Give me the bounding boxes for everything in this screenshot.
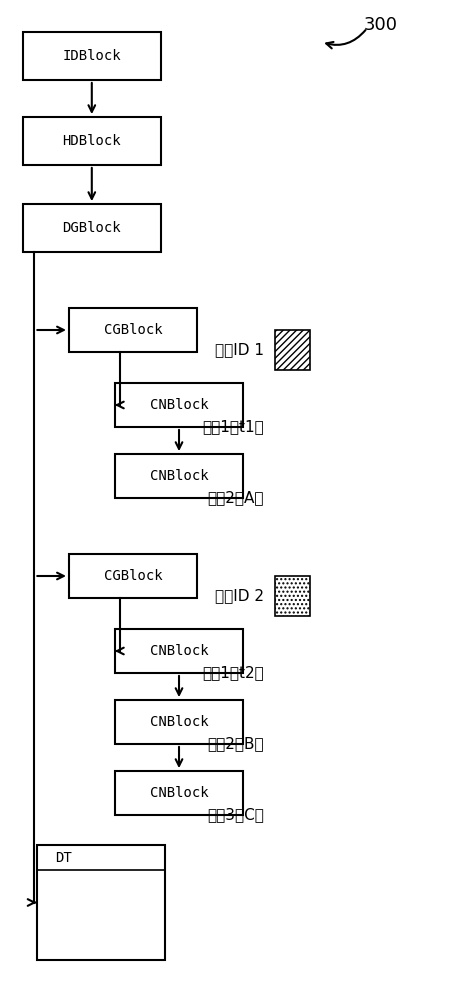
Bar (69, 554, 197, 598)
Text: 300: 300 (364, 16, 398, 34)
Text: DGBlock: DGBlock (62, 221, 121, 235)
Bar (115, 700, 243, 744)
Bar (23, 32, 161, 80)
Bar (37, 845, 165, 870)
Text: 通道2（A）: 通道2（A） (207, 490, 264, 506)
Text: DT: DT (55, 850, 72, 864)
Text: CNBlock: CNBlock (150, 715, 208, 729)
Text: CGBlock: CGBlock (104, 323, 162, 337)
Bar (115, 383, 243, 427)
Bar (115, 629, 243, 673)
Text: HDBlock: HDBlock (62, 134, 121, 148)
Bar (275, 330, 310, 370)
Text: 通道3（C）: 通道3（C） (207, 808, 264, 822)
Bar (23, 204, 161, 252)
Bar (23, 117, 161, 165)
Text: CNBlock: CNBlock (150, 469, 208, 483)
Text: IDBlock: IDBlock (62, 49, 121, 63)
Bar (37, 920, 165, 960)
Text: 通道2（B）: 通道2（B） (207, 736, 264, 752)
Bar (69, 308, 197, 352)
Text: CNBlock: CNBlock (150, 786, 208, 800)
Bar (275, 576, 310, 616)
Text: 记录ID 1: 记录ID 1 (215, 342, 264, 358)
Text: CGBlock: CGBlock (104, 569, 162, 583)
Text: 通道1（t2）: 通道1（t2） (202, 666, 264, 680)
Text: CNBlock: CNBlock (150, 644, 208, 658)
Bar (37, 845, 165, 960)
Text: 通道1（t1）: 通道1（t1） (202, 420, 264, 434)
Bar (115, 771, 243, 815)
Text: CNBlock: CNBlock (150, 398, 208, 412)
Bar (37, 870, 165, 920)
Text: 记录ID 2: 记录ID 2 (215, 588, 264, 603)
Bar (115, 454, 243, 498)
